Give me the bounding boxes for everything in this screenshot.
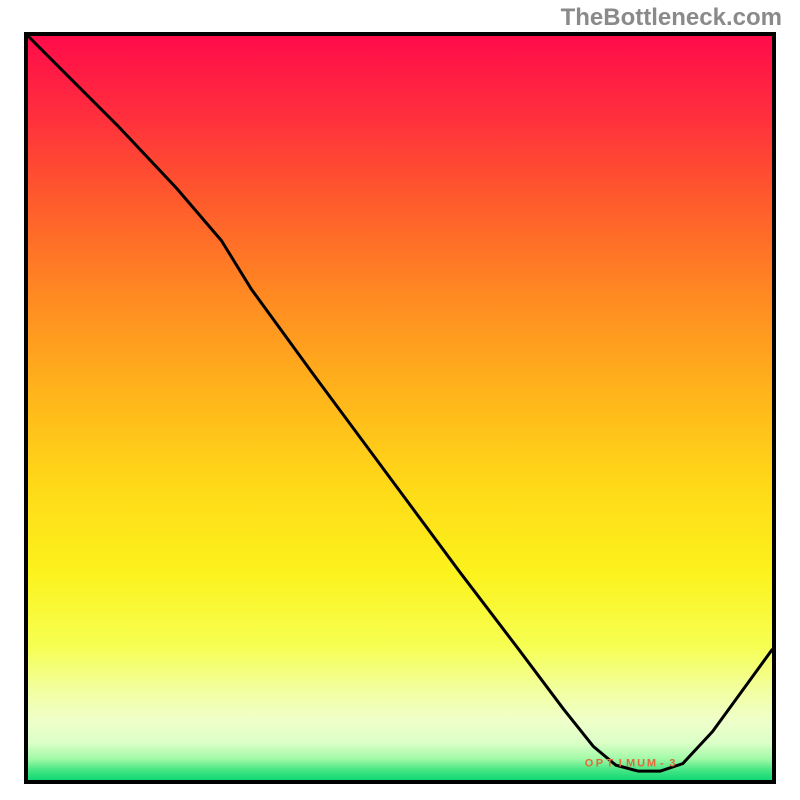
chart-svg: OPTIMUM-3 (28, 36, 772, 780)
chart-container: TheBottleneck.com OPTIMUM-3 (0, 0, 800, 800)
highlight-label: OPTIMUM-3 (585, 758, 676, 770)
watermark-text: TheBottleneck.com (561, 4, 782, 32)
